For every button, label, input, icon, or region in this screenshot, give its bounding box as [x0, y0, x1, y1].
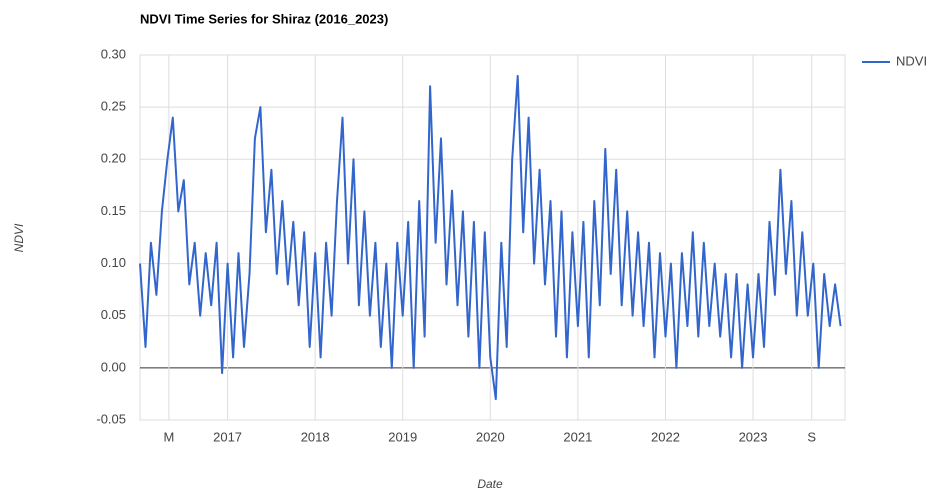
- y-tick-label: 0.25: [101, 99, 126, 114]
- x-tick-label: 2021: [563, 429, 592, 444]
- x-tick-label: 2017: [213, 429, 242, 444]
- y-tick-label: 0.30: [101, 46, 126, 61]
- x-axis-title: Date: [477, 477, 503, 491]
- y-tick-label: -0.05: [96, 411, 126, 426]
- x-tick-label: 2023: [739, 429, 768, 444]
- x-tick-label: M: [163, 429, 174, 444]
- y-tick-label: 0.20: [101, 151, 126, 166]
- x-tick-label: S: [807, 429, 816, 444]
- y-tick-label: 0.05: [101, 307, 126, 322]
- x-tick-label: 2019: [388, 429, 417, 444]
- x-tick-label: 2022: [651, 429, 680, 444]
- y-tick-label: 0.00: [101, 359, 126, 374]
- y-tick-label: 0.10: [101, 255, 126, 270]
- legend-label: NDVI: [896, 53, 927, 68]
- chart-title: NDVI Time Series for Shiraz (2016_2023): [140, 11, 388, 26]
- plot-background: [139, 54, 846, 421]
- y-tick-label: 0.15: [101, 203, 126, 218]
- x-tick-label: 2020: [476, 429, 505, 444]
- data-line: [139, 74, 842, 401]
- y-axis-title: NDVI: [12, 223, 26, 252]
- x-tick-label: 2018: [301, 429, 330, 444]
